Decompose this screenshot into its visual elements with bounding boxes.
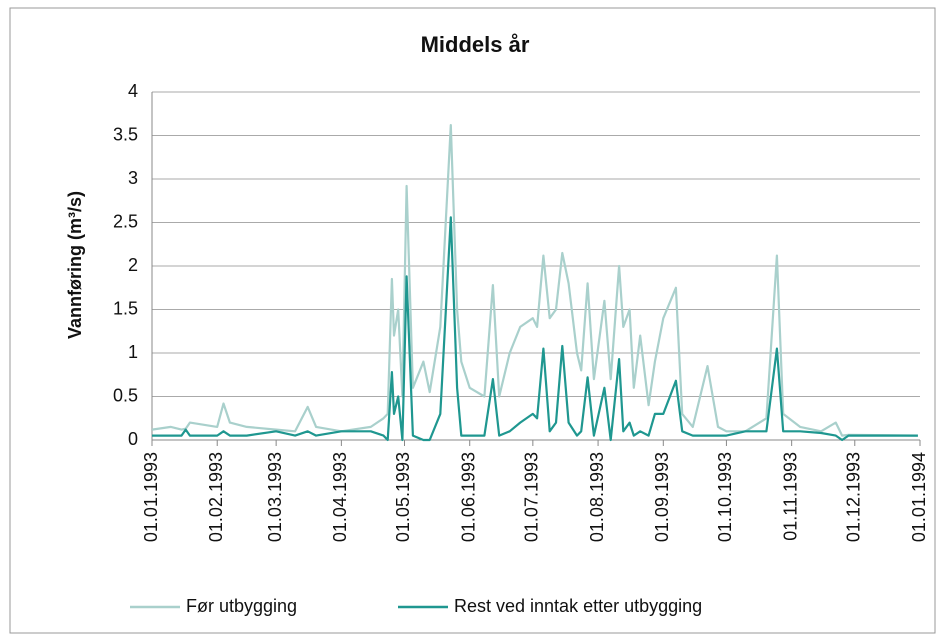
series-line xyxy=(151,124,918,437)
y-tick-label: 0 xyxy=(128,429,138,449)
y-tick-label: 2 xyxy=(128,255,138,275)
y-tick-label: 3.5 xyxy=(113,124,138,144)
x-tick-label: 01.03.1993 xyxy=(265,452,285,542)
x-tick-label: 01.01.1994 xyxy=(909,452,929,542)
x-tick-label: 01.09.1993 xyxy=(652,452,672,542)
x-tick-label: 01.12.1993 xyxy=(844,452,864,542)
y-tick-label: 2.5 xyxy=(113,211,138,231)
y-tick-label: 1.5 xyxy=(113,298,138,318)
x-tick-label: 01.01.1993 xyxy=(141,452,161,542)
legend-label: Før utbygging xyxy=(186,596,297,616)
y-tick-label: 4 xyxy=(128,81,138,101)
series-line xyxy=(152,216,918,442)
legend-label: Rest ved inntak etter utbygging xyxy=(454,596,702,616)
y-tick-label: 0.5 xyxy=(113,385,138,405)
y-tick-label: 3 xyxy=(128,168,138,188)
x-tick-label: 01.05.1993 xyxy=(393,452,413,542)
x-tick-label: 01.11.1993 xyxy=(780,452,800,541)
y-axis-label: Vannføring (m³/s) xyxy=(65,191,85,339)
chart-title: Middels år xyxy=(421,32,530,57)
x-tick-label: 01.06.1993 xyxy=(458,452,478,542)
x-tick-label: 01.08.1993 xyxy=(587,452,607,542)
y-tick-label: 1 xyxy=(128,342,138,362)
x-tick-label: 01.02.1993 xyxy=(206,452,226,542)
chart-border xyxy=(9,7,936,634)
x-tick-label: 01.07.1993 xyxy=(522,452,542,542)
x-tick-label: 01.04.1993 xyxy=(330,452,350,542)
x-tick-label: 01.10.1993 xyxy=(715,452,735,542)
